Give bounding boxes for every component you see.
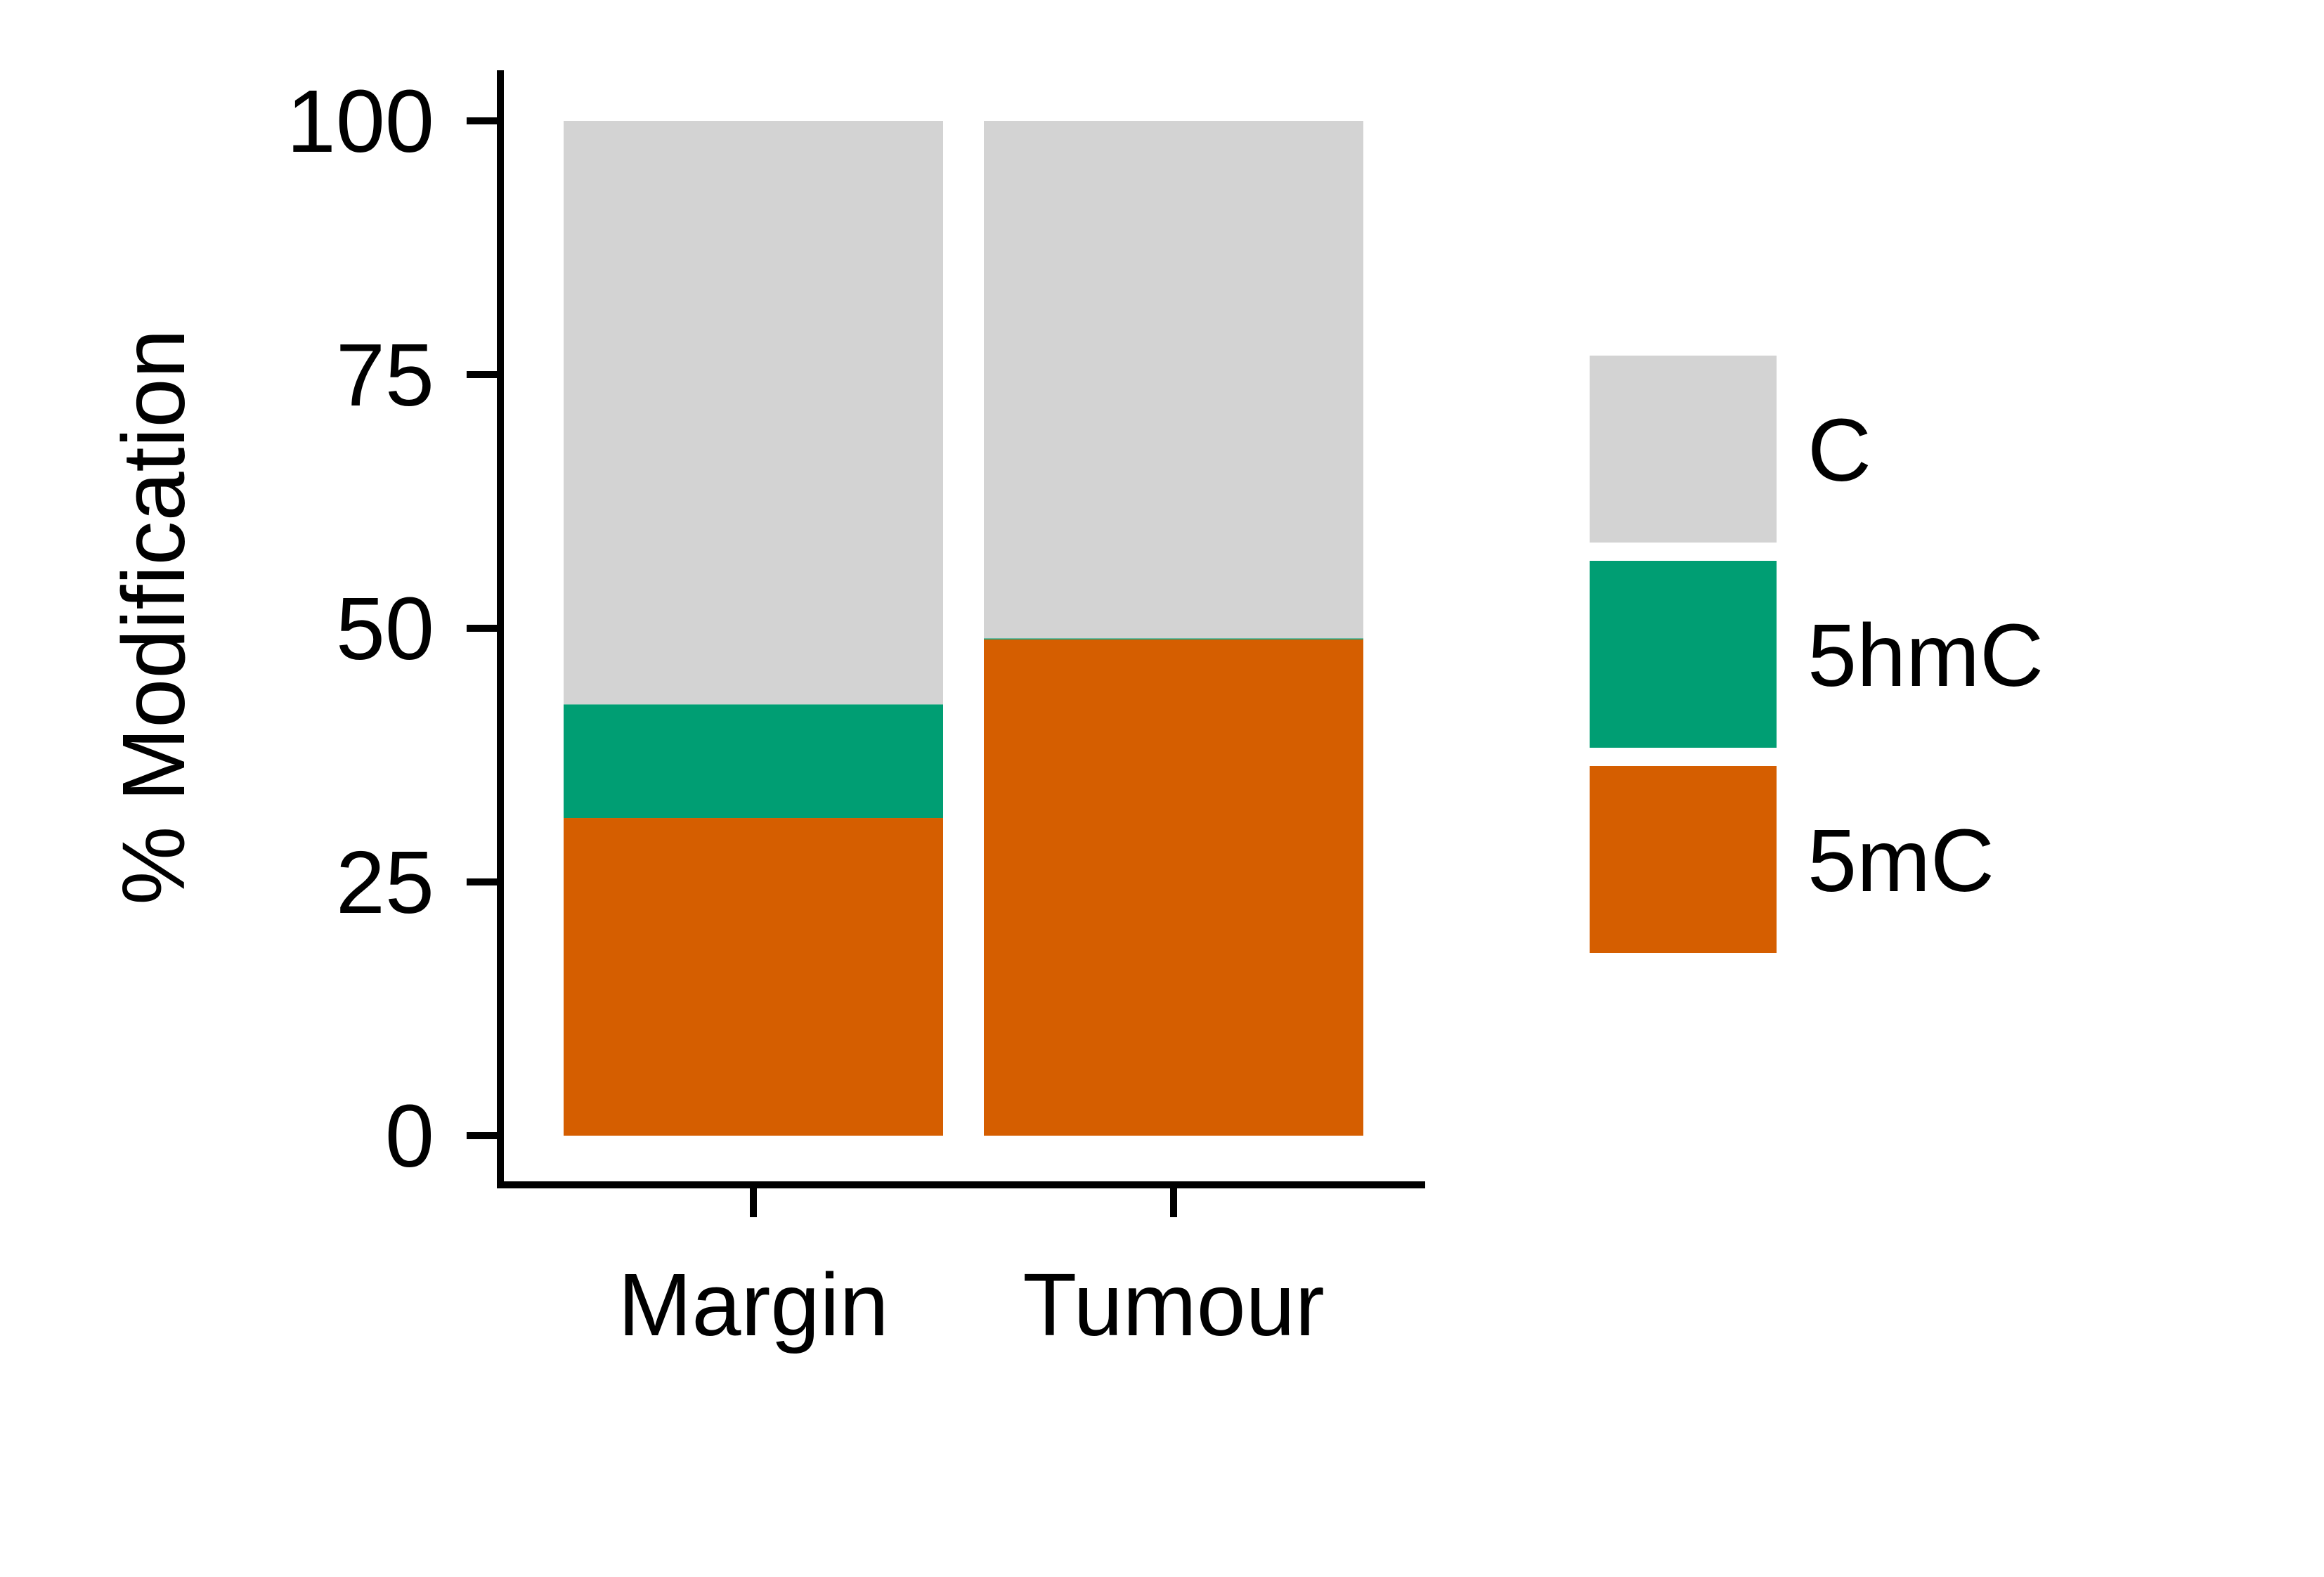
legend-label-5hmc: 5hmC [1807,606,2044,705]
y-tick-label: 100 [287,72,434,171]
bar-margin-5mc [564,818,943,1136]
x-tick-label-tumour: Tumour [1023,1255,1324,1354]
bar-tumour-c [984,121,1363,639]
y-tick-label: 50 [336,579,434,678]
legend-key-5mc [1590,766,1777,953]
y-tick-label: 0 [385,1086,434,1186]
legend: C 5hmC 5mC [1590,356,2044,953]
x-axis: Margin Tumour [497,1181,1425,1354]
plot-area [564,121,1363,1136]
y-axis-title: % Modification [104,329,203,904]
bar-margin-5hmc [564,704,943,819]
legend-label-5mc: 5mC [1807,811,1994,910]
legend-label-c: C [1807,401,1871,500]
bar-tumour-5mc [984,639,1363,1136]
bar-margin-c [564,121,943,705]
legend-key-c [1590,356,1777,543]
x-tick-label-margin: Margin [618,1255,888,1354]
y-tick-label: 75 [336,325,434,424]
bar-tumour-5hmc [984,638,1363,640]
legend-key-5hmc [1590,561,1777,748]
y-tick-label: 25 [336,833,434,932]
y-axis: 0 25 50 75 100 [287,70,504,1186]
